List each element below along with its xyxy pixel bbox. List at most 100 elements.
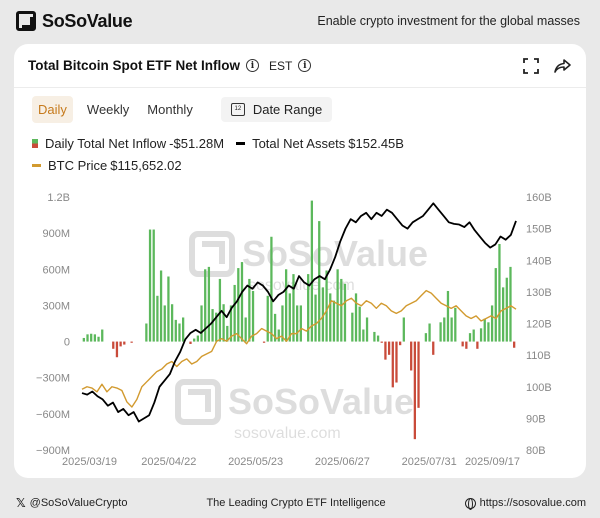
date-range-label: Date Range — [252, 102, 323, 117]
card-header: Total Bitcoin Spot ETF Net Inflow i EST … — [14, 44, 586, 88]
inflow-bar — [387, 341, 391, 355]
right-axis: 160B 150B 140B 130B 120B 110B 100B 90B 80B — [526, 192, 552, 457]
inflow-bar — [498, 243, 501, 342]
period-tabs: Daily Weekly Monthly 12 Date Range — [32, 96, 333, 123]
legend-assets-value: $152.45B — [348, 135, 404, 151]
inflow-bar — [148, 229, 152, 342]
btc-line-path — [81, 289, 517, 408]
inflow-bar — [296, 305, 299, 342]
fullscreen-icon[interactable] — [522, 57, 540, 75]
inflow-bar — [432, 341, 435, 355]
inflow-bar — [443, 317, 446, 342]
inflow-bar — [424, 333, 428, 342]
date-range-button[interactable]: 12 Date Range — [220, 97, 333, 122]
inflow-bar — [321, 287, 325, 342]
legend-btc[interactable]: BTC Price $115,652.02 — [32, 158, 182, 173]
footer-tagline: The Leading Crypto ETF Intelligence — [206, 497, 386, 509]
inflow-bar — [509, 266, 512, 342]
tab-daily[interactable]: Daily — [32, 96, 73, 123]
inflow-bar — [119, 341, 122, 347]
inflow-bar — [351, 312, 354, 342]
inflow-bar — [505, 277, 508, 342]
inflow-bar — [402, 317, 405, 342]
chart-canvas[interactable]: SoSoValue sosovalue.com SoSoValue sosova… — [14, 44, 586, 478]
share-icon[interactable] — [554, 57, 572, 75]
legend-assets[interactable]: Total Net Assets $152.45B — [236, 136, 404, 151]
inflow-bar — [336, 269, 339, 342]
assets-line-path — [81, 202, 517, 423]
inflow-bar — [266, 295, 269, 342]
inflow-bar — [159, 270, 163, 342]
inflow-bar — [196, 335, 199, 342]
footer-handle-text: @SoSoValueCrypto — [29, 497, 128, 509]
left-tick-label: −900M — [36, 445, 70, 457]
inflow-bar — [490, 305, 494, 342]
inflow-bar — [170, 304, 174, 342]
inflow-bar — [97, 336, 100, 342]
inflow-bar — [222, 304, 225, 342]
x-tick-label: 2025/06/27 — [315, 456, 370, 468]
inflow-bar — [395, 341, 398, 383]
inflow-bar — [240, 262, 244, 342]
chart-legend: Daily Total Net Inflow -$51.28M Total Ne… — [32, 132, 416, 176]
inflow-bar — [450, 317, 453, 342]
left-axis: 1.2B 900M 600M 300M 0 −300M −600M −900M — [36, 192, 70, 457]
assets-swatch — [236, 141, 246, 145]
footer-site[interactable]: https://sosovalue.com — [464, 497, 586, 510]
inflow-bar — [299, 305, 302, 342]
btc-swatch — [32, 163, 41, 167]
inflow-bar — [204, 269, 207, 342]
inflow-bar — [465, 341, 468, 349]
inflow-bar — [439, 322, 442, 342]
left-tick-label: 1.2B — [47, 192, 70, 204]
tab-weekly[interactable]: Weekly — [83, 96, 133, 123]
left-tick-label: −300M — [36, 373, 70, 385]
timezone-info-icon[interactable]: i — [298, 59, 312, 72]
inflow-bar — [472, 329, 475, 342]
x-tick-label: 2025/03/19 — [62, 456, 117, 468]
right-tick-label: 130B — [526, 287, 552, 299]
inflow-bar — [461, 341, 464, 347]
tab-monthly[interactable]: Monthly — [143, 96, 197, 123]
chart-card: Total Bitcoin Spot ETF Net Inflow i EST … — [14, 44, 586, 478]
inflow-bar — [115, 341, 119, 358]
inflow-bar — [200, 305, 203, 342]
inflow-bar — [112, 341, 115, 349]
inflow-bar — [468, 333, 472, 342]
inflow-bar — [233, 284, 236, 342]
inflow-bar — [284, 269, 288, 342]
right-tick-label: 110B — [526, 350, 551, 362]
inflow-bar — [314, 294, 317, 342]
inflow-bar — [479, 328, 483, 342]
inflow-bar — [101, 329, 104, 342]
inflow-bar — [410, 341, 413, 371]
legend-assets-label: Total Net Assets — [252, 135, 346, 151]
footer: 𝕏 @SoSoValueCrypto The Leading Crypto ET… — [0, 488, 600, 518]
globe-icon — [464, 497, 476, 510]
left-tick-label: 900M — [42, 228, 70, 240]
inflow-bar — [513, 341, 516, 348]
watermark-logo-bottom-icon — [175, 379, 221, 425]
footer-site-text: https://sosovalue.com — [479, 497, 586, 509]
inflow-bar — [454, 307, 457, 342]
inflow-bar — [244, 317, 247, 342]
x-tick-label: 2025/07/31 — [402, 456, 457, 468]
brand[interactable]: SoSoValue — [16, 11, 133, 32]
inflow-bar — [292, 274, 295, 342]
inflow-bar — [417, 341, 420, 408]
inflow-bar — [340, 278, 343, 342]
legend-inflow[interactable]: Daily Total Net Inflow -$51.28M — [32, 136, 224, 151]
info-icon[interactable]: i — [245, 59, 259, 72]
inflow-bar — [262, 341, 266, 343]
footer-handle[interactable]: 𝕏 @SoSoValueCrypto — [16, 496, 127, 510]
inflow-bar — [365, 317, 369, 342]
x-tick-label: 2025/09/17 — [465, 456, 520, 468]
inflow-bar — [248, 278, 251, 342]
tagline: Enable crypto investment for the global … — [317, 14, 580, 28]
right-tick-label: 80B — [526, 445, 546, 457]
inflow-bar — [494, 268, 497, 342]
right-tick-label: 100B — [526, 382, 552, 394]
inflow-bar — [281, 305, 284, 342]
inflow-bar — [277, 329, 280, 342]
inflow-bar — [123, 341, 126, 345]
